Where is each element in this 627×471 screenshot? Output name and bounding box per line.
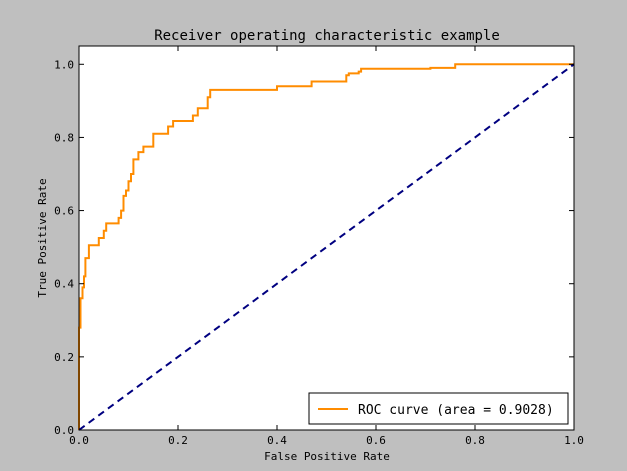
- y-tick-label: 0.4: [54, 278, 74, 291]
- x-tick-label: 1.0: [564, 434, 584, 447]
- plot-area: [79, 46, 574, 430]
- axis-ticks: 0.0 0.2 0.4 0.6 0.8 1.0 0.0 0.2 0.4 0.6 0.8 1.0: [54, 46, 584, 447]
- legend-box: [308, 392, 569, 425]
- chance-diagonal-line: [78, 63, 575, 431]
- y-tick-label: 0.0: [54, 424, 74, 437]
- legend: ROC curve (area = 0.9028): [308, 392, 569, 425]
- x-tick-label: 0.6: [366, 434, 386, 447]
- legend-entry-roc: ROC curve (area = 0.9028): [358, 403, 554, 418]
- chart-title: Receiver operating characteristic exampl…: [154, 28, 500, 44]
- x-tick-label: 0.8: [465, 434, 485, 447]
- roc-curve-line: [78, 63, 574, 430]
- y-axis-label: True Positive Rate: [36, 178, 49, 297]
- y-tick-label: 0.8: [54, 131, 74, 144]
- x-tick-label: 0.2: [168, 434, 188, 447]
- plot-frame: [78, 45, 575, 431]
- plot-marks: [78, 63, 575, 431]
- x-tick-label: 0.0: [69, 434, 89, 447]
- x-axis-label: False Positive Rate: [264, 450, 390, 463]
- y-tick-label: 0.2: [54, 351, 74, 364]
- y-tick-label: 1.0: [54, 58, 74, 71]
- x-tick-label: 0.4: [267, 434, 287, 447]
- y-tick-label: 0.6: [54, 205, 74, 218]
